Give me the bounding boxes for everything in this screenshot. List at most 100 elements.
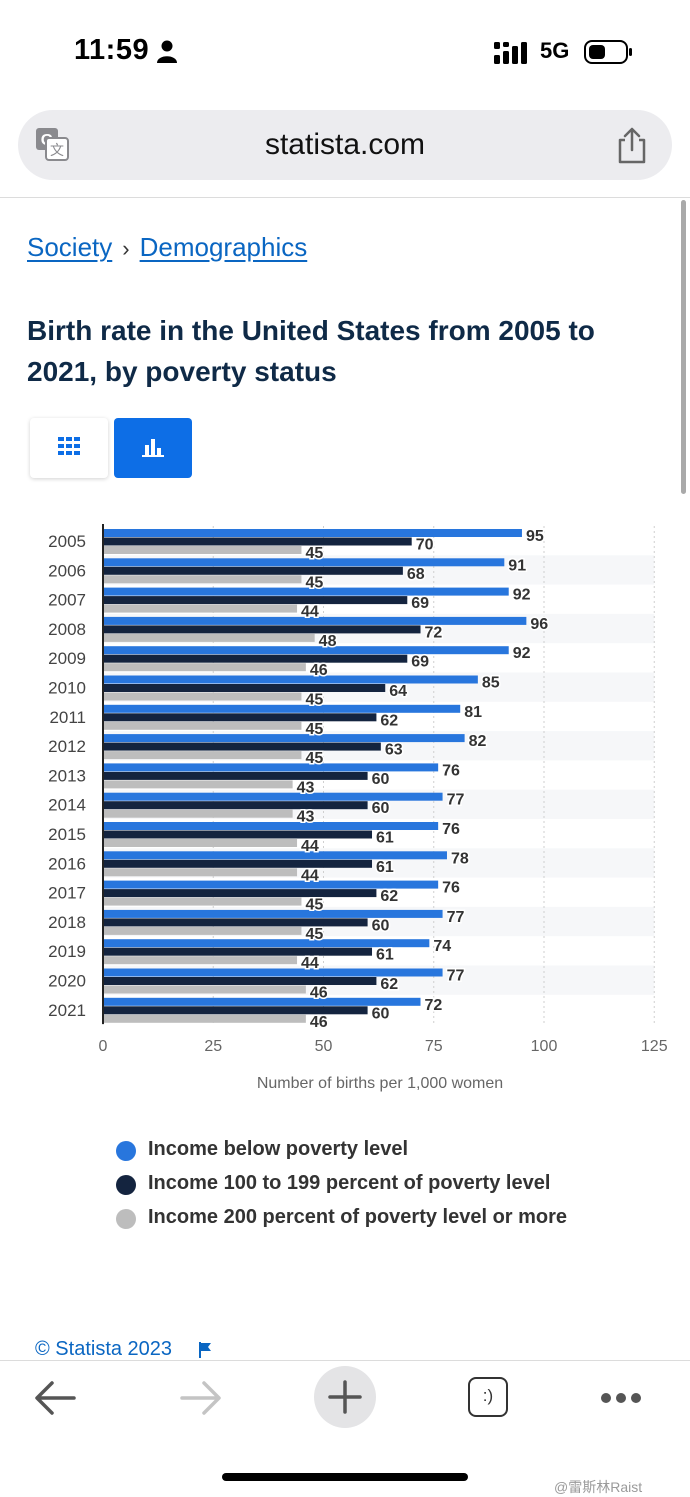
- bar[interactable]: [103, 587, 509, 596]
- status-bar: 11:59 5G: [0, 0, 690, 100]
- data-label: 68: [407, 566, 425, 583]
- bar[interactable]: [103, 1014, 306, 1023]
- data-label: 64: [389, 683, 407, 700]
- bar[interactable]: [103, 771, 368, 780]
- bar[interactable]: [103, 939, 430, 948]
- bar[interactable]: [103, 546, 302, 554]
- new-tab-button[interactable]: [314, 1366, 376, 1428]
- bar[interactable]: [103, 780, 293, 789]
- bar[interactable]: [103, 763, 439, 772]
- bar[interactable]: [103, 985, 306, 994]
- bar[interactable]: [103, 742, 381, 751]
- table-view-button[interactable]: [30, 418, 108, 478]
- data-label: 45: [305, 692, 323, 709]
- y-tick-label: 2007: [48, 591, 86, 610]
- bar[interactable]: [103, 956, 298, 965]
- bar[interactable]: [103, 809, 293, 818]
- bar[interactable]: [103, 859, 373, 868]
- data-label: 60: [372, 800, 390, 817]
- bar[interactable]: [103, 575, 302, 584]
- y-tick-label: 2012: [48, 737, 86, 756]
- forward-arrow-icon[interactable]: [180, 1380, 222, 1416]
- legend-dot: [116, 1175, 136, 1195]
- legend-label: Income below poverty level: [148, 1138, 409, 1160]
- statista-copyright-link[interactable]: © Statista 2023: [35, 1338, 173, 1360]
- bar[interactable]: [103, 704, 461, 713]
- url-text[interactable]: statista.com: [264, 128, 426, 161]
- bar[interactable]: [103, 713, 377, 722]
- bar[interactable]: [103, 529, 522, 537]
- data-label: 62: [380, 712, 398, 729]
- scrollbar[interactable]: [681, 200, 686, 494]
- bar[interactable]: [103, 851, 447, 860]
- bar[interactable]: [103, 1006, 368, 1015]
- data-label: 96: [530, 616, 548, 633]
- bar[interactable]: [103, 654, 408, 663]
- home-indicator[interactable]: [222, 1473, 468, 1481]
- bar[interactable]: [103, 537, 412, 546]
- bar[interactable]: [103, 558, 505, 567]
- data-label: 43: [297, 779, 315, 796]
- toolbar-divider: [0, 1360, 690, 1361]
- more-options-icon[interactable]: [600, 1392, 642, 1404]
- table-grid-icon: [58, 437, 80, 455]
- bar[interactable]: [103, 721, 302, 730]
- translate-icon[interactable]: G 文: [34, 126, 70, 162]
- data-label: 60: [372, 771, 390, 788]
- x-tick-label: 25: [204, 1038, 222, 1055]
- bar[interactable]: [103, 663, 306, 672]
- bar[interactable]: [103, 792, 443, 801]
- bar[interactable]: [103, 968, 443, 977]
- x-axis-title: Number of births per 1,000 women: [257, 1075, 503, 1092]
- bar[interactable]: [103, 596, 408, 605]
- bar[interactable]: [103, 684, 386, 692]
- plus-icon: [328, 1380, 362, 1414]
- breadcrumb-society-link[interactable]: Society: [27, 232, 113, 262]
- bar[interactable]: [103, 675, 478, 684]
- bar[interactable]: [103, 889, 377, 898]
- flag-icon[interactable]: [198, 1342, 212, 1358]
- data-label: 45: [305, 545, 323, 562]
- share-icon[interactable]: [616, 126, 648, 164]
- bar[interactable]: [103, 909, 443, 918]
- bar[interactable]: [103, 633, 315, 642]
- bar[interactable]: [103, 868, 298, 877]
- bar[interactable]: [103, 839, 298, 847]
- bar[interactable]: [103, 566, 403, 575]
- bar[interactable]: [103, 692, 302, 701]
- data-label: 70: [416, 537, 434, 554]
- address-bar[interactable]: G 文 statista.com: [18, 110, 672, 180]
- data-label: 82: [469, 733, 487, 750]
- bar[interactable]: [103, 830, 373, 839]
- bar[interactable]: [103, 625, 421, 634]
- bar-chart-icon: [142, 439, 164, 457]
- bar[interactable]: [103, 604, 298, 613]
- bar[interactable]: [103, 918, 368, 927]
- bar[interactable]: [103, 997, 421, 1006]
- bar[interactable]: [103, 926, 302, 935]
- data-label: 69: [411, 595, 429, 612]
- y-tick-label: 2016: [48, 854, 86, 873]
- bar[interactable]: [103, 801, 368, 810]
- bar[interactable]: [103, 822, 439, 830]
- bar[interactable]: [103, 880, 439, 889]
- bar[interactable]: [103, 616, 527, 625]
- data-label: 77: [447, 909, 465, 926]
- data-label: 77: [447, 792, 465, 809]
- bar[interactable]: [103, 751, 302, 760]
- chart-view-button[interactable]: [114, 418, 192, 478]
- header-divider: [0, 197, 690, 198]
- back-arrow-icon[interactable]: [34, 1380, 76, 1416]
- bar[interactable]: [103, 977, 377, 985]
- legend-label: Income 100 to 199 percent of poverty lev…: [148, 1172, 551, 1194]
- bar[interactable]: [103, 897, 302, 906]
- bar[interactable]: [103, 646, 509, 655]
- tabs-button[interactable]: :): [468, 1377, 508, 1417]
- bar[interactable]: [103, 947, 373, 956]
- data-label: 44: [301, 867, 319, 884]
- y-tick-label: 2020: [48, 972, 86, 991]
- person-icon: [157, 40, 177, 63]
- bar[interactable]: [103, 734, 465, 743]
- breadcrumb-demographics-link[interactable]: Demographics: [139, 232, 308, 262]
- data-label: 44: [301, 838, 319, 855]
